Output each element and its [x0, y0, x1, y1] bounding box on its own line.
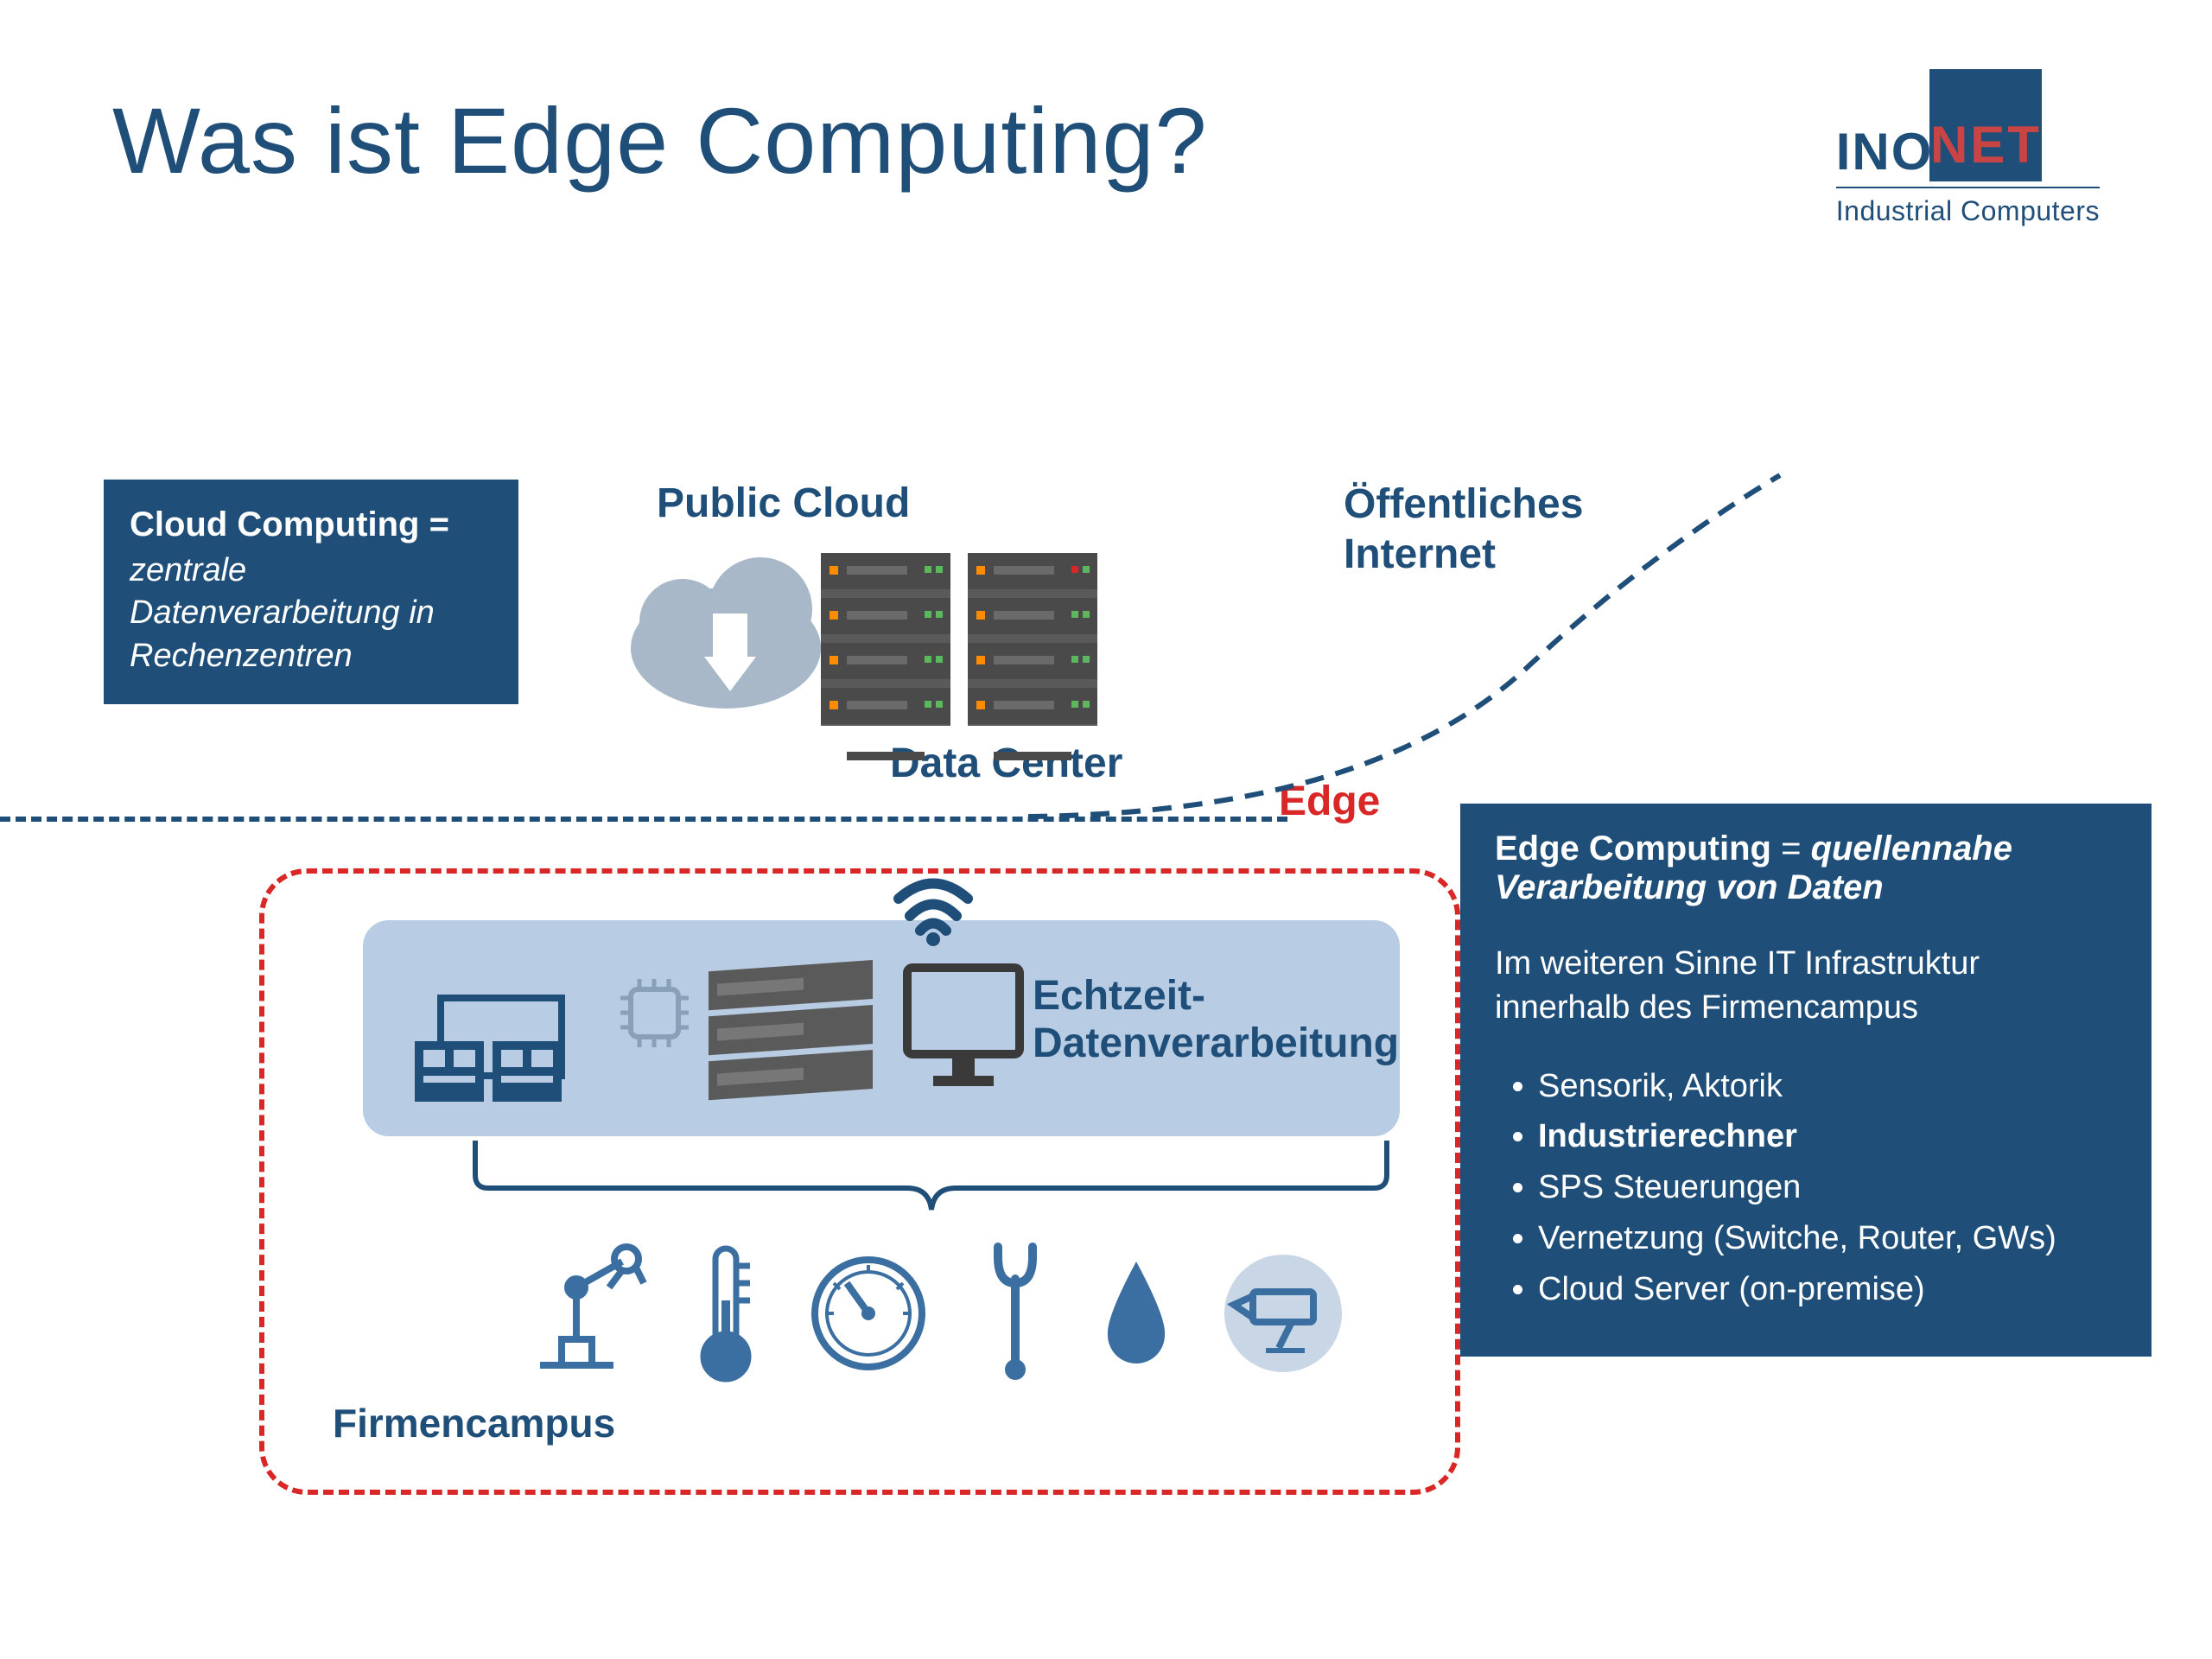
logo-tagline: Industrial Computers: [1836, 187, 2100, 227]
cloud-def-text: zentrale Datenverarbeitung in Rechenzent…: [130, 550, 493, 677]
bracket-icon: [467, 1141, 1395, 1227]
cloud-computing-definition: Cloud Computing = zentrale Datenverarbei…: [104, 480, 518, 704]
edge-list-item: Industrierechner: [1538, 1111, 2117, 1162]
label-echtzeit: Echtzeit-Datenverarbeitung: [1033, 972, 1399, 1067]
wrench-icon: [976, 1240, 1054, 1387]
sensor-icons-row: [518, 1236, 1382, 1391]
robot-arm-icon: [518, 1240, 648, 1387]
factory-icon: [415, 963, 605, 1123]
edge-list-item: Sensorik, Aktorik: [1538, 1061, 2117, 1112]
cloud-def-header: Cloud Computing =: [130, 505, 493, 544]
gauge-icon: [804, 1244, 933, 1382]
wifi-icon: [886, 868, 981, 950]
edge-def-list: Sensorik, AktorikIndustrierechnerSPS Ste…: [1495, 1061, 2117, 1315]
logo-net-text: NET: [1930, 115, 2042, 181]
brand-logo: INO NET Industrial Computers: [1836, 69, 2100, 227]
edge-def-paragraph: Im weiteren Sinne IT Infrastruktur inner…: [1495, 942, 2117, 1031]
edge-def-header: Edge Computing = quellennahe Verarbeitun…: [1495, 830, 2117, 907]
monitor-icon: [899, 959, 1028, 1102]
thermometer-icon: [691, 1240, 760, 1387]
edge-computing-definition: Edge Computing = quellennahe Verarbeitun…: [1460, 804, 2152, 1357]
logo-ino-text: INO: [1836, 122, 1934, 181]
label-public-cloud: Public Cloud: [657, 480, 910, 527]
chip-icon: [613, 972, 696, 1058]
internet-curve: [1028, 432, 1806, 838]
server-rack-icon: [821, 553, 1097, 760]
logo-box: NET: [1929, 69, 2042, 181]
camera-icon: [1218, 1249, 1348, 1378]
page-title: Was ist Edge Computing?: [112, 86, 1208, 194]
server-icon: [700, 946, 890, 1123]
edge-list-item: Vernetzung (Switche, Router, GWs): [1538, 1213, 2117, 1264]
horizontal-divider: [0, 817, 1287, 822]
edge-list-item: Cloud Server (on-premise): [1538, 1264, 2117, 1315]
cloud-icon: [631, 557, 821, 709]
edge-list-item: SPS Steuerungen: [1538, 1162, 2117, 1213]
cloud-datacenter-graphic: [613, 527, 1132, 752]
droplet-icon: [1097, 1249, 1175, 1378]
